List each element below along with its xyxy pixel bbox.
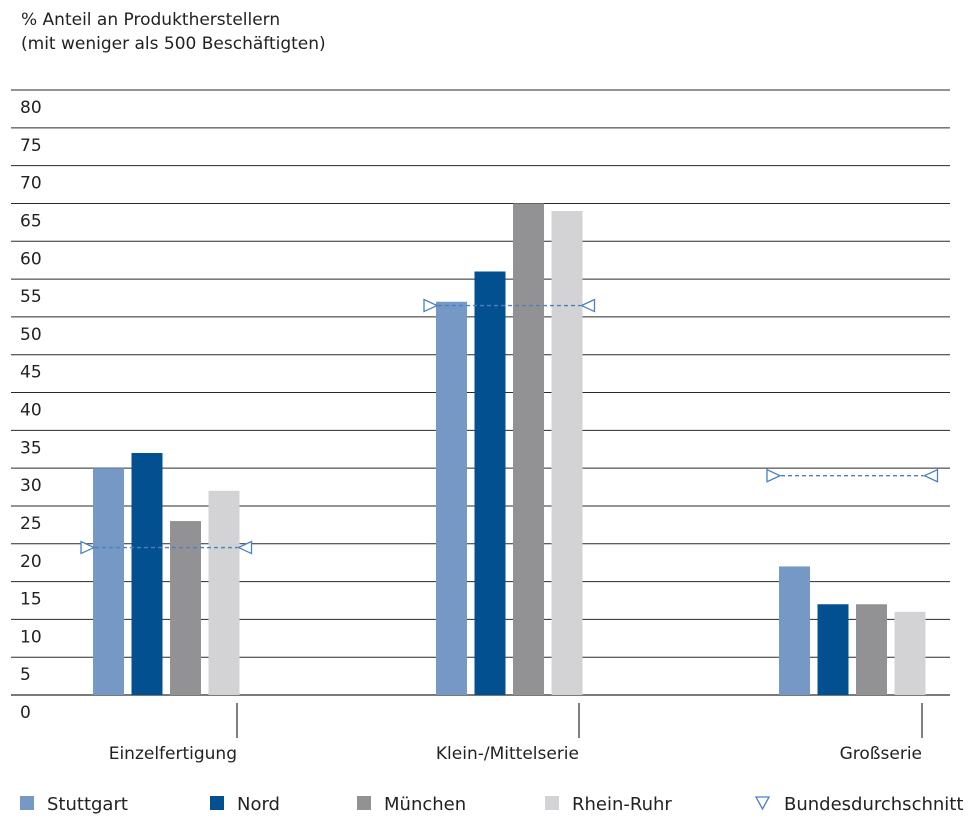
y-tick-label-40: 40 xyxy=(20,401,42,421)
y-tick-label-20: 20 xyxy=(20,552,42,572)
average-marker-left-0 xyxy=(80,540,96,555)
bar-stuttgart-0 xyxy=(93,468,124,695)
y-tick-label-80: 80 xyxy=(20,98,42,118)
y-tick-label-5: 5 xyxy=(20,665,31,685)
y-tick-label-65: 65 xyxy=(20,211,42,231)
y-tick-label-10: 10 xyxy=(20,627,42,647)
bars xyxy=(93,203,926,695)
bar-rhein-ruhr-0 xyxy=(208,490,240,695)
bar-m-nchen-2 xyxy=(856,604,887,695)
chart-title: % Anteil an Produktherstellern (mit weni… xyxy=(21,8,326,56)
average-marker-right-0 xyxy=(236,540,253,555)
average-marker-left-1 xyxy=(423,298,439,313)
category-label-2: Großserie xyxy=(840,744,922,764)
y-tick-label-30: 30 xyxy=(20,476,42,496)
category-label-0: Einzelfertigung xyxy=(109,744,237,764)
y-tick-label-55: 55 xyxy=(20,287,42,307)
y-tick-label-0: 0 xyxy=(20,703,31,723)
y-tick-label-50: 50 xyxy=(20,325,42,345)
legend-label-1: Nord xyxy=(237,794,280,815)
legend-swatch-2 xyxy=(357,796,371,810)
bar-stuttgart-2 xyxy=(779,566,810,695)
bar-rhein-ruhr-2 xyxy=(894,611,926,695)
y-tick-label-70: 70 xyxy=(20,174,42,194)
legend: Stuttgart Nord München Rhein-Ruhr Bundesdurc… xyxy=(20,794,963,815)
bar-nord-2 xyxy=(817,604,849,695)
y-tick-label-60: 60 xyxy=(20,249,42,269)
bar-nord-1 xyxy=(474,271,506,695)
legend-swatch-3 xyxy=(545,796,559,810)
bar-m-nchen-1 xyxy=(513,203,544,695)
chart-title-line-1: % Anteil an Produktherstellern xyxy=(21,10,281,30)
legend-label-average: Bundesdurchschnitt xyxy=(784,794,963,815)
legend-label-3: Rhein-Ruhr xyxy=(572,794,672,815)
y-tick-label-45: 45 xyxy=(20,363,42,383)
legend-label-0: Stuttgart xyxy=(47,794,128,815)
average-marker-right-2 xyxy=(922,468,939,483)
category-axis: Einzelfertigung Klein-/Mittelserie Großser… xyxy=(109,703,923,764)
legend-swatch-0 xyxy=(20,796,34,810)
category-label-1: Klein-/Mittelserie xyxy=(436,744,579,764)
y-tick-label-15: 15 xyxy=(20,590,42,610)
legend-average-icon xyxy=(754,796,771,811)
legend-swatch-1 xyxy=(210,796,224,810)
average-marker-right-1 xyxy=(579,298,596,313)
average-markers xyxy=(80,298,939,555)
average-marker-left-2 xyxy=(766,468,782,483)
bar-m-nchen-0 xyxy=(170,521,201,695)
bar-stuttgart-1 xyxy=(436,301,467,695)
chart-title-line-2: (mit weniger als 500 Beschäftigten) xyxy=(21,34,326,54)
bar-nord-0 xyxy=(131,453,163,695)
y-tick-label-35: 35 xyxy=(20,438,42,458)
y-tick-label-25: 25 xyxy=(20,514,42,534)
legend-label-2: München xyxy=(384,794,466,815)
y-tick-label-75: 75 xyxy=(20,136,42,156)
bar-rhein-ruhr-1 xyxy=(551,211,583,695)
